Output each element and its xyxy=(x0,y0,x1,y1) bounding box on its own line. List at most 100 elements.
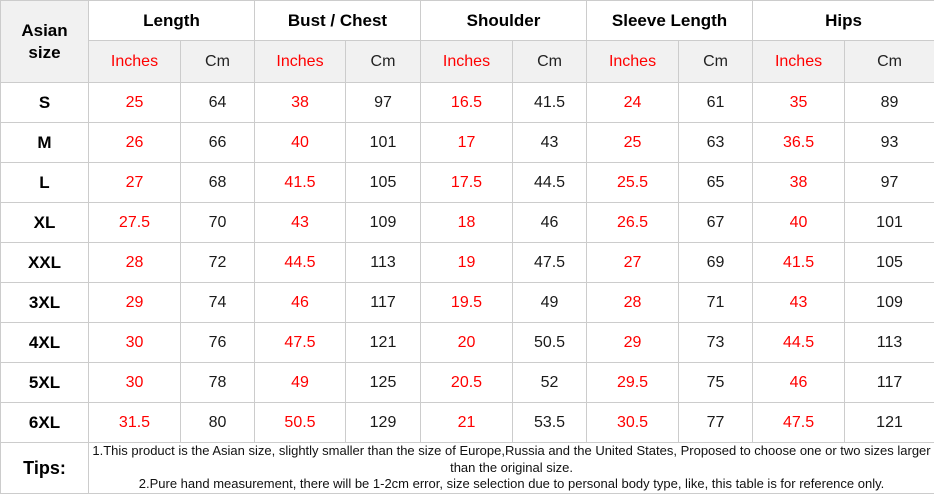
unit-header-cm-cell: Cm xyxy=(845,41,934,83)
group-header-cell: Bust / Chest xyxy=(255,1,421,41)
inches-value-cell: 41.5 xyxy=(753,243,845,283)
inches-value-cell: 35 xyxy=(753,83,845,123)
inches-value-cell: 21 xyxy=(421,403,513,443)
cm-value-cell: 101 xyxy=(346,123,421,163)
cm-value-cell: 41.5 xyxy=(513,83,587,123)
inches-value-cell: 47.5 xyxy=(255,323,346,363)
cm-value-cell: 117 xyxy=(845,363,934,403)
size-label-cell: L xyxy=(1,163,89,203)
size-label-cell: 5XL xyxy=(1,363,89,403)
cm-value-cell: 89 xyxy=(845,83,934,123)
cm-value-cell: 46 xyxy=(513,203,587,243)
size-label-cell: XXL xyxy=(1,243,89,283)
group-header-cell: Sleeve Length xyxy=(587,1,753,41)
tips-text-cell: 1.This product is the Asian size, slight… xyxy=(89,443,934,494)
cm-value-cell: 75 xyxy=(679,363,753,403)
inches-value-cell: 44.5 xyxy=(255,243,346,283)
unit-header-inches-cell: Inches xyxy=(255,41,346,83)
cm-value-cell: 113 xyxy=(845,323,934,363)
cm-value-cell: 105 xyxy=(346,163,421,203)
cm-value-cell: 72 xyxy=(181,243,255,283)
inches-value-cell: 50.5 xyxy=(255,403,346,443)
inches-value-cell: 26 xyxy=(89,123,181,163)
cm-value-cell: 109 xyxy=(346,203,421,243)
inches-value-cell: 44.5 xyxy=(753,323,845,363)
tips-row: Tips: 1.This product is the Asian size, … xyxy=(1,443,934,494)
cm-value-cell: 97 xyxy=(845,163,934,203)
cm-value-cell: 65 xyxy=(679,163,753,203)
cm-value-cell: 78 xyxy=(181,363,255,403)
cm-value-cell: 68 xyxy=(181,163,255,203)
cm-value-cell: 70 xyxy=(181,203,255,243)
inches-value-cell: 46 xyxy=(753,363,845,403)
unit-header-cm-cell: Cm xyxy=(513,41,587,83)
inches-value-cell: 30 xyxy=(89,363,181,403)
size-label-cell: XL xyxy=(1,203,89,243)
inches-value-cell: 26.5 xyxy=(587,203,679,243)
inches-value-cell: 20 xyxy=(421,323,513,363)
unit-header-cm-cell: Cm xyxy=(679,41,753,83)
inches-value-cell: 36.5 xyxy=(753,123,845,163)
cm-value-cell: 97 xyxy=(346,83,421,123)
size-label-cell: 6XL xyxy=(1,403,89,443)
cm-value-cell: 63 xyxy=(679,123,753,163)
cm-value-cell: 93 xyxy=(845,123,934,163)
cm-value-cell: 52 xyxy=(513,363,587,403)
size-label-cell: S xyxy=(1,83,89,123)
unit-header-inches-cell: Inches xyxy=(587,41,679,83)
tips-label-cell: Tips: xyxy=(1,443,89,494)
cm-value-cell: 47.5 xyxy=(513,243,587,283)
inches-value-cell: 29 xyxy=(587,323,679,363)
inches-value-cell: 41.5 xyxy=(255,163,346,203)
size-label-cell: 3XL xyxy=(1,283,89,323)
cm-value-cell: 73 xyxy=(679,323,753,363)
inches-value-cell: 28 xyxy=(587,283,679,323)
inches-value-cell: 30.5 xyxy=(587,403,679,443)
cm-value-cell: 61 xyxy=(679,83,753,123)
tips-line: 1.This product is the Asian size, slight… xyxy=(89,443,934,476)
inches-value-cell: 46 xyxy=(255,283,346,323)
inches-value-cell: 40 xyxy=(255,123,346,163)
inches-value-cell: 19.5 xyxy=(421,283,513,323)
inches-value-cell: 29.5 xyxy=(587,363,679,403)
inches-value-cell: 43 xyxy=(753,283,845,323)
unit-header-cm-cell: Cm xyxy=(346,41,421,83)
inches-value-cell: 17 xyxy=(421,123,513,163)
inches-value-cell: 30 xyxy=(89,323,181,363)
unit-header-inches-cell: Inches xyxy=(421,41,513,83)
inches-value-cell: 19 xyxy=(421,243,513,283)
inches-value-cell: 20.5 xyxy=(421,363,513,403)
unit-header-cm-cell: Cm xyxy=(181,41,255,83)
inches-value-cell: 38 xyxy=(255,83,346,123)
cm-value-cell: 113 xyxy=(346,243,421,283)
cm-value-cell: 80 xyxy=(181,403,255,443)
inches-value-cell: 27 xyxy=(587,243,679,283)
inches-value-cell: 38 xyxy=(753,163,845,203)
cm-value-cell: 44.5 xyxy=(513,163,587,203)
inches-value-cell: 18 xyxy=(421,203,513,243)
cm-value-cell: 49 xyxy=(513,283,587,323)
inches-value-cell: 16.5 xyxy=(421,83,513,123)
cm-value-cell: 69 xyxy=(679,243,753,283)
inches-value-cell: 27 xyxy=(89,163,181,203)
inches-value-cell: 43 xyxy=(255,203,346,243)
cm-value-cell: 50.5 xyxy=(513,323,587,363)
cm-value-cell: 105 xyxy=(845,243,934,283)
group-header-cell: Shoulder xyxy=(421,1,587,41)
cm-value-cell: 109 xyxy=(845,283,934,323)
inches-value-cell: 47.5 xyxy=(753,403,845,443)
cm-value-cell: 121 xyxy=(346,323,421,363)
cm-value-cell: 77 xyxy=(679,403,753,443)
inches-value-cell: 25.5 xyxy=(587,163,679,203)
